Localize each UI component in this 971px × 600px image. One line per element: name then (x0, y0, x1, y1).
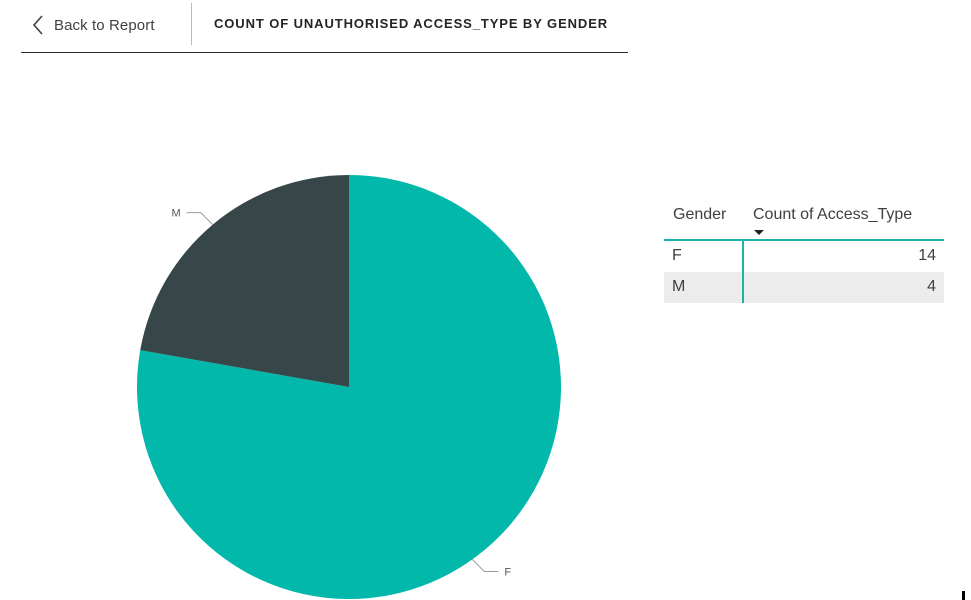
data-label-f: F (504, 566, 511, 578)
leader-line-m (186, 212, 214, 225)
cell-count: 14 (918, 247, 936, 264)
cell-gender: F (672, 247, 682, 264)
back-to-report-label: Back to Report (54, 16, 155, 34)
sort-descending-icon[interactable] (754, 230, 764, 235)
column-header-gender[interactable]: Gender (673, 206, 727, 223)
visual-header: Back to Report COUNT OF UNAUTHORISED ACC… (21, 0, 628, 53)
table-row[interactable]: M 4 (664, 272, 944, 303)
back-to-report-button[interactable]: Back to Report (31, 10, 155, 40)
leader-line-f (471, 559, 499, 572)
visual-title: COUNT OF UNAUTHORISED ACCESS_TYPE BY GEN… (214, 16, 609, 31)
data-label-m: M (172, 208, 181, 220)
table-row[interactable]: F 14 (664, 241, 944, 272)
pie-chart-svg: FM (137, 175, 561, 599)
cell-gender: M (672, 278, 686, 295)
column-header-count[interactable]: Count of Access_Type (753, 206, 913, 223)
data-table: Gender Count of Access_Type F 14 M 4 (664, 201, 944, 303)
chevron-left-icon (31, 14, 45, 36)
corner-marker (962, 591, 965, 600)
header-divider (191, 3, 192, 45)
column-separator (742, 241, 744, 303)
pie-slice-m[interactable] (140, 175, 349, 387)
table-header: Gender Count of Access_Type (664, 201, 944, 241)
cell-count: 4 (927, 278, 936, 295)
